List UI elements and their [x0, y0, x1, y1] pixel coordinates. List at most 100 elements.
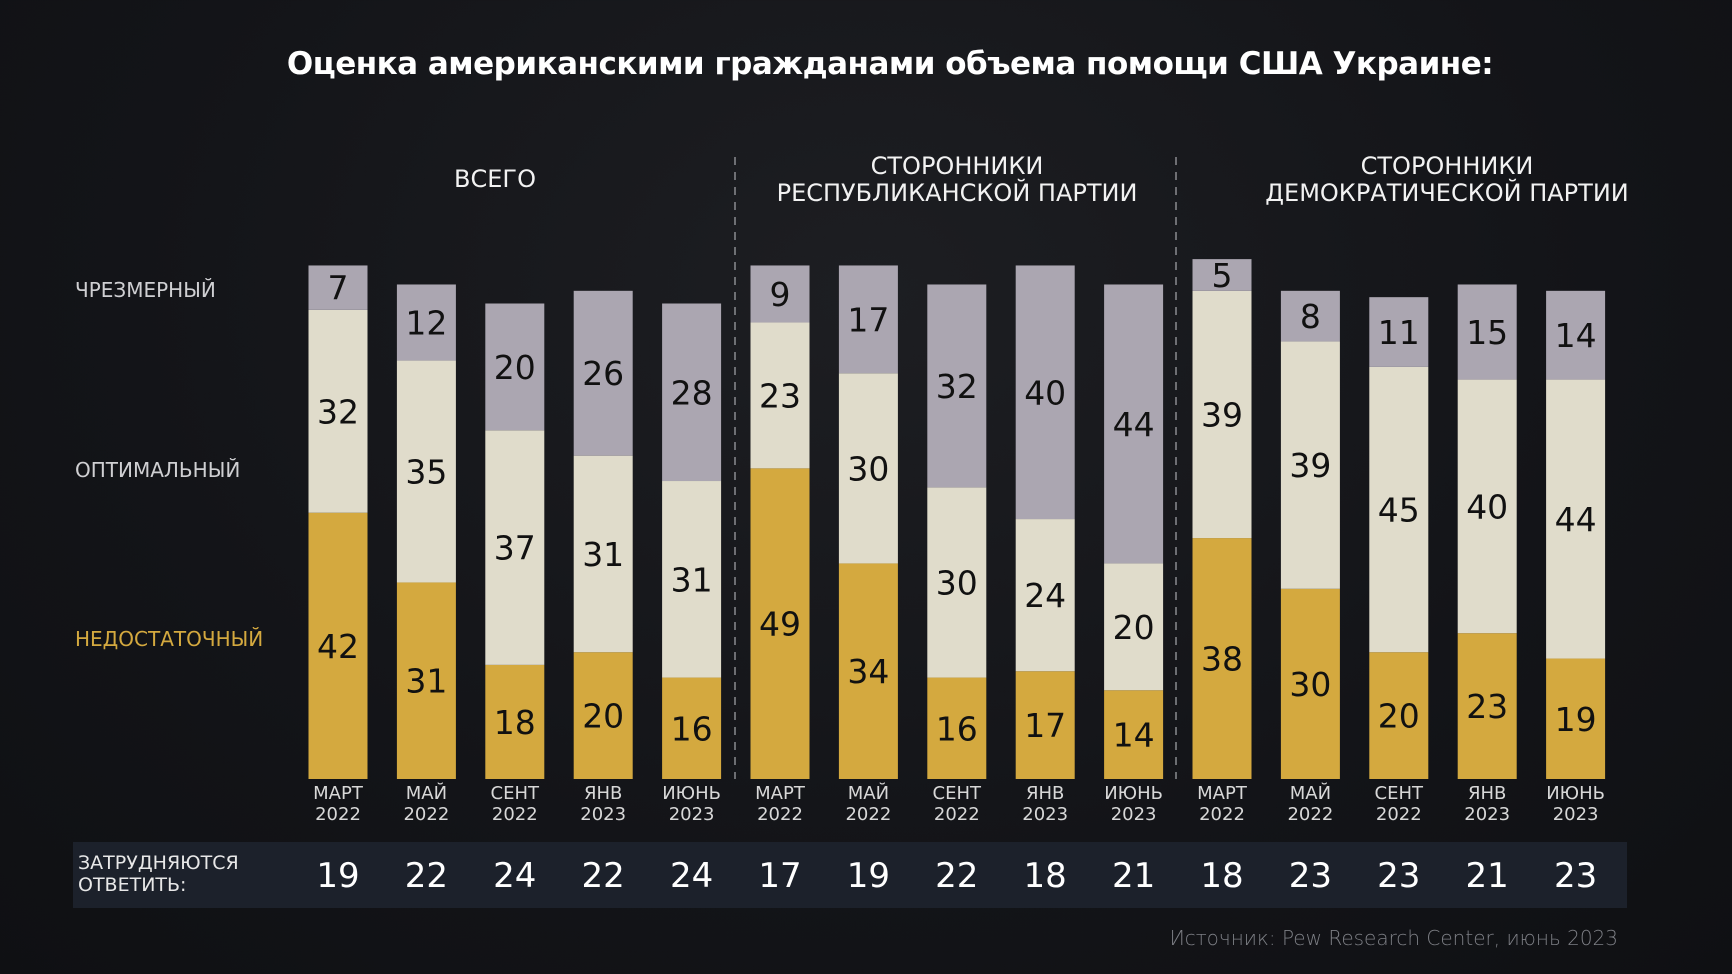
data-label: 42 — [317, 627, 359, 666]
bar-segment — [1015, 671, 1075, 779]
data-label: 38 — [1201, 640, 1243, 679]
x-tick-label: ЯНВ 2023 — [1022, 783, 1069, 825]
bar-segment — [750, 265, 810, 323]
x-tick-label: СЕНТ 2022 — [932, 783, 982, 825]
data-label: 35 — [405, 453, 447, 492]
bar-segment — [1015, 519, 1075, 672]
dont-know-label: ЗАТРУДНЯЮТСЯ ОТВЕТИТЬ: — [78, 852, 239, 896]
x-tick-label: ЯНВ 2023 — [580, 783, 627, 825]
dont-know-value: 19 — [316, 856, 360, 896]
dont-know-value: 21 — [1111, 856, 1156, 896]
bar-segment — [1546, 379, 1606, 659]
group-header: СТОРОННИКИ РЕСПУБЛИКАНСКОЙ ПАРТИИ — [776, 152, 1138, 207]
bar-segment — [1192, 290, 1252, 539]
bar-segment — [573, 455, 633, 653]
x-tick-label: МАЙ 2022 — [1287, 783, 1334, 825]
series-label: ЧРЕЗМЕРНЫЙ — [75, 278, 216, 302]
x-tick-label: ИЮНЬ 2023 — [1546, 783, 1605, 825]
bar-segment — [1546, 658, 1606, 779]
data-label: 31 — [582, 535, 624, 574]
data-label: 49 — [759, 605, 801, 644]
bar-segment — [396, 360, 456, 583]
data-label: 20 — [494, 348, 536, 387]
data-label: 32 — [936, 367, 978, 406]
data-label: 16 — [671, 709, 713, 748]
data-label: 8 — [1300, 297, 1321, 336]
dont-know-value: 22 — [935, 856, 979, 896]
bar-segment — [1104, 284, 1164, 564]
data-label: 23 — [1466, 687, 1508, 726]
data-label: 44 — [1113, 405, 1155, 444]
data-label: 20 — [1378, 697, 1420, 736]
bar-segment — [927, 284, 987, 488]
bar-segment — [1369, 652, 1429, 779]
bar-segment — [1280, 290, 1340, 342]
data-label: 45 — [1378, 491, 1420, 530]
dont-know-value: 19 — [846, 856, 891, 896]
data-label: 30 — [1289, 665, 1331, 704]
data-label: 14 — [1555, 316, 1597, 355]
bar-segment — [662, 677, 722, 779]
data-label: 44 — [1555, 500, 1597, 539]
data-label: 19 — [1555, 700, 1597, 739]
bar-segment — [838, 265, 898, 374]
x-tick-label: ИЮНЬ 2023 — [662, 783, 721, 825]
data-label: 40 — [1024, 373, 1066, 412]
bar-segment — [750, 468, 810, 779]
source-note: Источник: Pew Research Center, июнь 2023 — [1169, 926, 1618, 950]
x-tick-label: СЕНТ 2022 — [490, 783, 540, 825]
data-label: 39 — [1201, 395, 1243, 434]
data-label: 32 — [317, 392, 359, 431]
bar-segment — [750, 322, 810, 469]
bar-segment — [1457, 633, 1517, 779]
bar-segment — [308, 309, 368, 513]
group-header: ВСЕГО — [454, 165, 536, 193]
bar-segment — [573, 652, 633, 779]
data-label: 16 — [936, 709, 978, 748]
x-tick-label: СЕНТ 2022 — [1374, 783, 1424, 825]
data-label: 20 — [582, 697, 624, 736]
data-label: 40 — [1466, 487, 1508, 526]
dont-know-value: 18 — [1023, 856, 1067, 896]
bar-segment — [1192, 259, 1252, 291]
bar-segment — [838, 563, 898, 779]
dont-know-value: 23 — [1377, 856, 1421, 896]
dont-know-value: 22 — [404, 856, 449, 896]
data-label: 5 — [1212, 256, 1233, 295]
dont-know-value: 23 — [1288, 856, 1333, 896]
data-label: 12 — [405, 304, 447, 343]
bar-segment — [1369, 297, 1429, 367]
bar-segment — [308, 512, 368, 779]
dont-know-value: 22 — [581, 856, 625, 896]
dont-know-value: 18 — [1200, 856, 1244, 896]
bar-segment — [662, 303, 722, 482]
bar-segment — [485, 430, 545, 665]
data-label: 18 — [494, 703, 536, 742]
data-label: 24 — [1024, 576, 1066, 615]
data-label: 15 — [1466, 313, 1508, 352]
bar-segment — [1192, 538, 1252, 779]
data-label: 9 — [770, 275, 791, 314]
bar-segment — [1104, 690, 1164, 779]
data-label: 11 — [1378, 313, 1420, 352]
data-label: 17 — [1024, 706, 1066, 745]
bar-segment — [485, 303, 545, 431]
x-tick-label: МАЙ 2022 — [403, 783, 450, 825]
bar-segment — [396, 284, 456, 361]
dont-know-value: 21 — [1465, 856, 1509, 896]
data-label: 30 — [847, 449, 889, 488]
data-label: 7 — [328, 269, 349, 308]
bar-segment — [1369, 366, 1429, 653]
data-label: 20 — [1113, 608, 1155, 647]
bar-segment — [838, 373, 898, 564]
x-tick-label: МАРТ 2022 — [755, 783, 805, 825]
data-label: 31 — [405, 662, 447, 701]
bar-segment — [1457, 379, 1517, 634]
dont-know-value: 24 — [493, 856, 537, 896]
data-label: 28 — [671, 373, 713, 412]
bar-segment — [927, 487, 987, 678]
bar-segment — [662, 481, 722, 678]
data-label: 31 — [671, 560, 713, 599]
bar-segment — [927, 677, 987, 779]
